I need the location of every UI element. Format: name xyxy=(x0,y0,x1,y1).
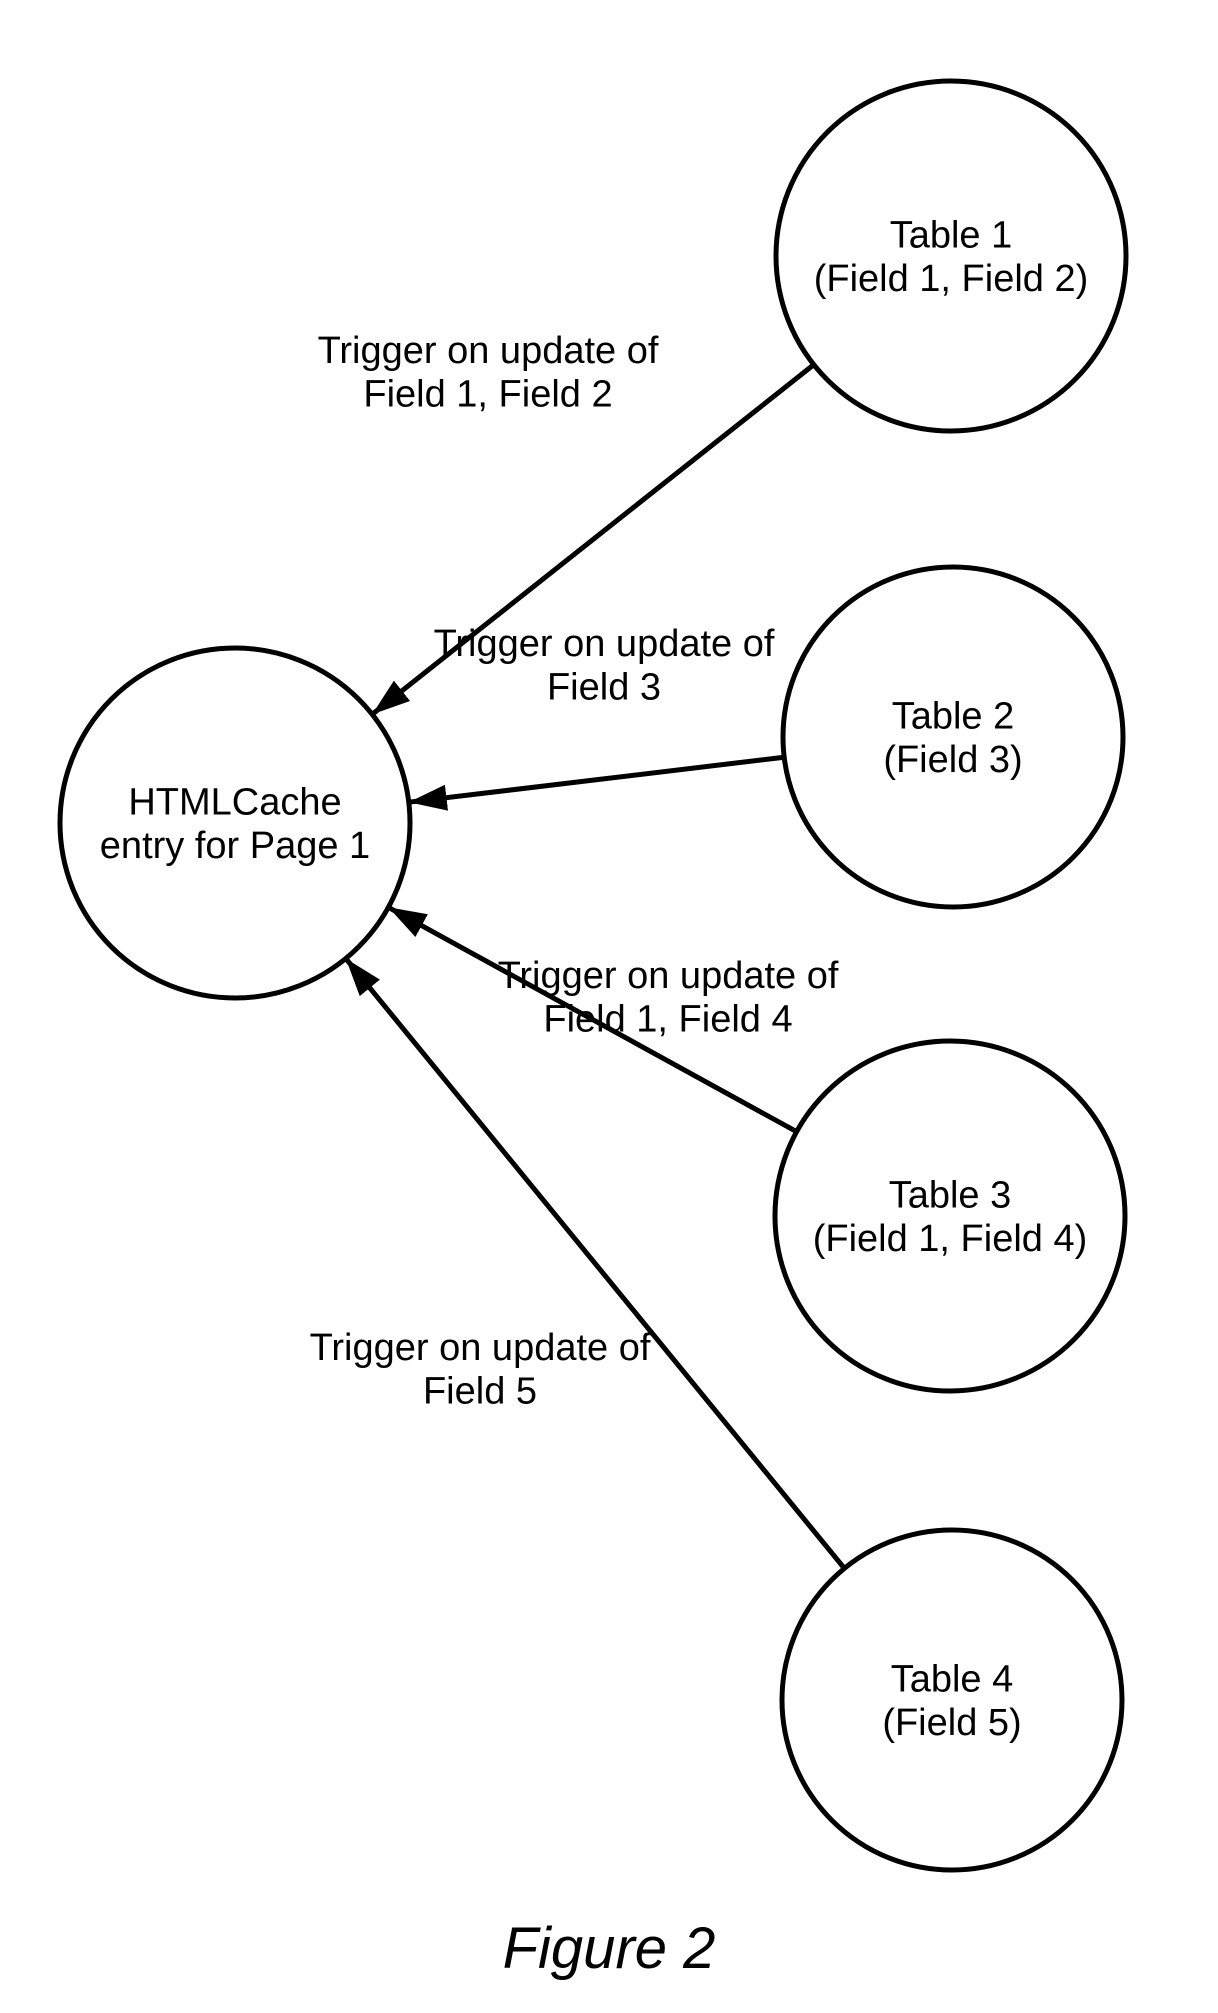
edge-label-3-line-1: Field 5 xyxy=(423,1371,537,1413)
node-cache-label-line-0: HTMLCache xyxy=(128,781,341,823)
figure-caption: Figure 2 xyxy=(503,1916,716,1981)
edge-label-1-line-1: Field 3 xyxy=(547,667,661,709)
node-table3: Table 3(Field 1, Field 4) xyxy=(775,1041,1125,1391)
node-table4: Table 4(Field 5) xyxy=(782,1530,1122,1870)
node-table1: Table 1(Field 1, Field 2) xyxy=(776,81,1126,431)
edges-group: Trigger on update ofField 1, Field 2Trig… xyxy=(310,330,845,1568)
edge-label-0: Trigger on update ofField 1, Field 2 xyxy=(318,330,659,416)
figure-diagram: Trigger on update ofField 1, Field 2Trig… xyxy=(0,0,1218,2013)
node-table1-label: Table 1(Field 1, Field 2) xyxy=(814,214,1089,300)
node-table4-label-line-0: Table 4 xyxy=(891,1658,1014,1700)
edge-table2-to-cache xyxy=(409,757,784,802)
node-table4-label-line-1: (Field 5) xyxy=(882,1702,1021,1744)
edge-label-2-line-1: Field 1, Field 4 xyxy=(543,999,792,1041)
edge-label-1-line-0: Trigger on update of xyxy=(434,623,775,665)
edge-label-3: Trigger on update ofField 5 xyxy=(310,1327,651,1413)
edge-label-0-line-0: Trigger on update of xyxy=(318,330,659,372)
edge-label-2-line-0: Trigger on update of xyxy=(498,955,839,997)
node-table3-label-line-1: (Field 1, Field 4) xyxy=(813,1218,1088,1260)
node-table2-label-line-0: Table 2 xyxy=(892,695,1015,737)
edge-label-3-line-0: Trigger on update of xyxy=(310,1327,651,1369)
node-cache-label: HTMLCacheentry for Page 1 xyxy=(100,781,370,867)
edge-label-1: Trigger on update ofField 3 xyxy=(434,623,775,709)
node-table3-label: Table 3(Field 1, Field 4) xyxy=(813,1174,1088,1260)
node-table1-label-line-1: (Field 1, Field 2) xyxy=(814,258,1089,300)
node-table2-label: Table 2(Field 3) xyxy=(883,695,1022,781)
node-table1-label-line-0: Table 1 xyxy=(890,214,1013,256)
node-cache-label-line-1: entry for Page 1 xyxy=(100,825,370,867)
node-cache: HTMLCacheentry for Page 1 xyxy=(60,648,410,998)
node-table2-label-line-1: (Field 3) xyxy=(883,739,1022,781)
edge-label-2: Trigger on update ofField 1, Field 4 xyxy=(498,955,839,1041)
node-table3-label-line-0: Table 3 xyxy=(889,1174,1012,1216)
edge-label-0-line-1: Field 1, Field 2 xyxy=(363,374,612,416)
edge-table4-to-cache xyxy=(346,958,845,1568)
node-table2: Table 2(Field 3) xyxy=(783,567,1123,907)
node-table4-label: Table 4(Field 5) xyxy=(882,1658,1021,1744)
